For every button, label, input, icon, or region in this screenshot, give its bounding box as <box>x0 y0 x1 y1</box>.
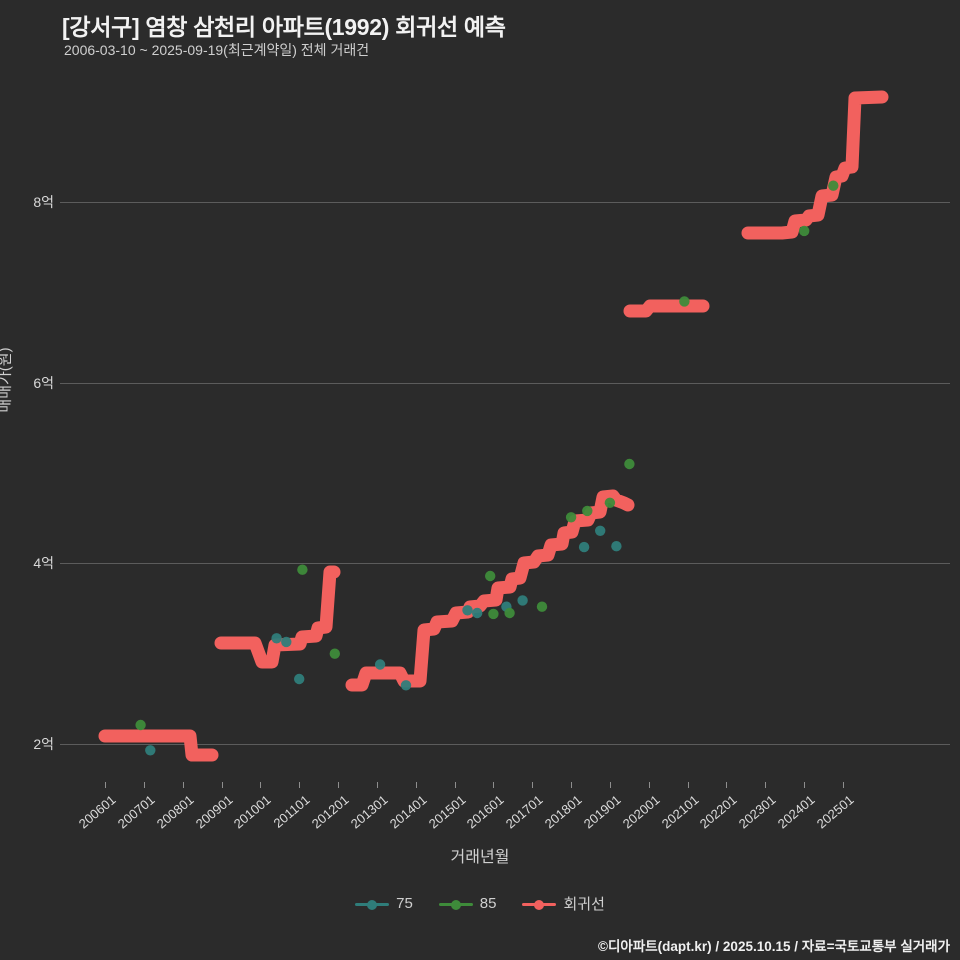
x-tick-mark <box>726 782 728 788</box>
gridline <box>60 202 950 203</box>
gridline <box>60 382 950 384</box>
x-tick-mark <box>493 782 495 788</box>
x-tick-mark <box>415 782 417 788</box>
page-title: [강서구] 염창 삼천리 아파트(1992) 회귀선 예측 <box>62 14 506 40</box>
scatter-point-85 <box>799 225 810 237</box>
scatter-point-85 <box>624 458 635 470</box>
scatter-point-85 <box>604 497 616 508</box>
chart-legend: 75 85 회귀선 <box>0 893 960 914</box>
regression-line-segment <box>98 729 219 762</box>
legend-label: 75 <box>396 895 413 912</box>
legend-label: 85 <box>479 895 497 912</box>
x-tick-mark <box>454 782 456 788</box>
scatter-point-85 <box>565 512 577 523</box>
scatter-point-75 <box>578 541 590 553</box>
legend-label: 회귀선 <box>563 896 605 913</box>
legend-marker-icon <box>438 897 473 911</box>
regression-line <box>98 90 889 762</box>
scatter-point-75 <box>145 745 156 756</box>
scatter-point-75 <box>611 541 622 552</box>
x-tick-mark <box>571 782 573 788</box>
scatter-point-85 <box>488 608 499 620</box>
x-tick-mark <box>532 782 534 788</box>
scatter-point-75 <box>400 680 412 691</box>
x-tick-mark <box>804 782 806 788</box>
x-tick-mark <box>105 782 106 788</box>
scatter-point-85 <box>485 570 496 582</box>
x-tick-mark <box>221 782 223 788</box>
gridline <box>60 563 950 565</box>
scatter-point-75 <box>472 607 483 619</box>
regression-line-segment <box>741 90 889 240</box>
x-tick-mark <box>299 782 301 788</box>
x-tick-mark <box>687 782 689 788</box>
y-tick-label: 4억 <box>33 555 54 572</box>
legend-item-75[interactable]: 75 <box>355 895 413 912</box>
x-tick-mark <box>843 782 844 788</box>
x-tick-mark <box>182 782 184 788</box>
x-tick-mark <box>260 782 262 788</box>
scatter-point-75 <box>501 601 512 612</box>
scatter-point-85 <box>135 719 146 731</box>
x-tick-mark <box>648 782 650 788</box>
scatter-point-75 <box>281 636 292 648</box>
regression-line-segment <box>623 299 710 318</box>
x-tick-mark <box>376 782 378 788</box>
scatter-point-85 <box>582 505 593 517</box>
scatter-point-75 <box>517 595 528 606</box>
x-axis-title: 거래년월 <box>450 849 510 866</box>
scatter-point-75 <box>294 673 305 685</box>
x-tick-mark <box>338 782 340 788</box>
footer-credit: ©디아파트(dapt.kr) / 2025.10.15 / 자료=국토교통부 실… <box>598 939 950 954</box>
x-tick-mark <box>143 782 145 788</box>
scatter-point-75 <box>271 633 282 644</box>
scatter-point-85 <box>504 607 515 619</box>
scatter-point-85 <box>679 296 690 307</box>
scatter-points <box>135 180 839 756</box>
chart-subtitle: 2006-03-10 ~ 2025-09-19(최근계약일) 전체 거래건 <box>64 42 370 58</box>
legend-item-회귀선[interactable]: 회귀선 <box>522 893 605 914</box>
y-tick-label: 8억 <box>33 194 54 210</box>
legend-marker-icon <box>355 897 390 911</box>
regression-line-segment <box>345 489 635 692</box>
scatter-point-85 <box>297 564 308 575</box>
scatter-point-75 <box>462 605 473 616</box>
y-tick-label: 2억 <box>33 736 54 752</box>
regression-line-segment <box>214 565 341 669</box>
scatter-point-85 <box>536 601 548 612</box>
scatter-point-75 <box>374 659 386 670</box>
scatter-point-75 <box>595 525 606 536</box>
y-tick-label: 6억 <box>33 374 54 391</box>
legend-item-85[interactable]: 85 <box>438 895 497 912</box>
scatter-point-85 <box>828 180 839 191</box>
gridline <box>60 744 950 745</box>
legend-marker-icon <box>522 897 557 911</box>
scatter-point-85 <box>329 648 340 659</box>
x-tick-mark <box>765 782 767 788</box>
x-tick-mark <box>609 782 611 788</box>
